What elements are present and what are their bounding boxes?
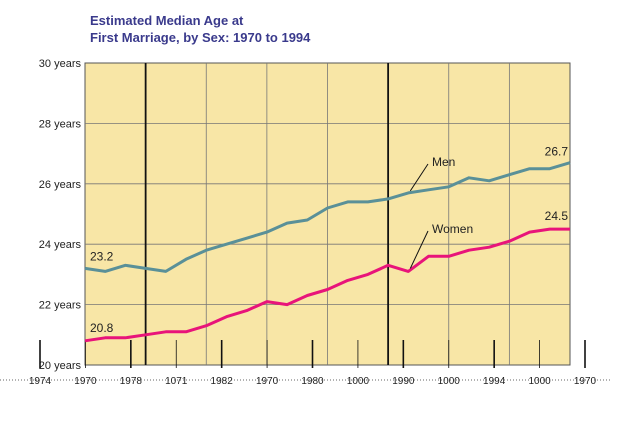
x-tick-label: 1970 [256, 376, 279, 387]
women-series-label: Women [432, 222, 473, 236]
y-tick-label: 22 years [39, 300, 82, 312]
y-tick-label: 28 years [39, 118, 82, 130]
x-tick-label: 1970 [74, 376, 97, 387]
women-start-label: 20.8 [90, 321, 114, 335]
x-tick-label: 1974 [29, 376, 52, 387]
x-tick-label: 1970 [574, 376, 597, 387]
x-tick-label: 1982 [211, 376, 234, 387]
chart-title-line2: First Marriage, by Sex: 1970 to 1994 [90, 30, 311, 45]
x-axis: 1974 1970 1978 1071 1982 1970 1980 1000 1990 1000… [0, 340, 612, 387]
x-tick-label: 1000 [438, 376, 461, 387]
y-tick-label: 26 years [39, 179, 82, 191]
x-tick-label: 1978 [120, 376, 143, 387]
annotations: 23.2 26.7 20.8 24.5 Men Women [90, 145, 568, 335]
chart-title-line1: Estimated Median Age at [90, 13, 244, 28]
x-tick-label: 1980 [301, 376, 324, 387]
y-axis: 30 years 28 years 26 years 24 years 22 years… [39, 58, 82, 372]
women-callout-leader [409, 230, 429, 269]
x-tick-label: 1994 [483, 376, 506, 387]
x-tick-label: 1990 [392, 376, 415, 387]
women-end-label: 24.5 [545, 209, 569, 223]
men-series-label: Men [432, 155, 455, 169]
x-tick-label: 1000 [528, 376, 551, 387]
series-layer [84, 161, 571, 343]
men-callout-leader [409, 163, 429, 192]
x-tick-label: 1071 [165, 376, 188, 387]
plot-area [84, 62, 571, 366]
y-tick-label: 30 years [39, 58, 82, 70]
women-line [84, 227, 570, 343]
y-tick-label: 20 years [39, 360, 82, 372]
men-end-label: 26.7 [545, 145, 569, 159]
men-start-label: 23.2 [90, 249, 114, 263]
x-tick-label: 1000 [347, 376, 370, 387]
men-line [84, 161, 571, 273]
y-tick-label: 24 years [39, 239, 82, 251]
